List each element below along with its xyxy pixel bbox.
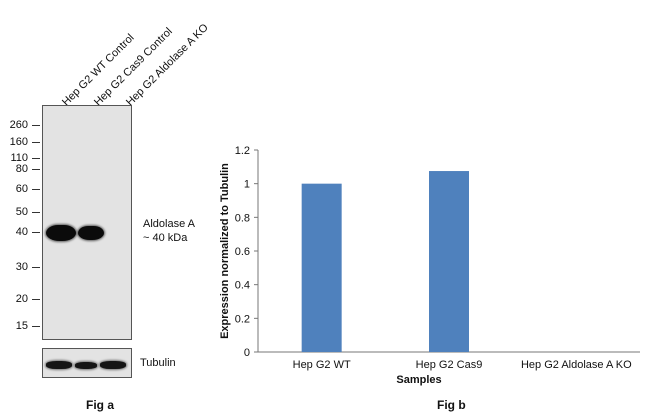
mw-tick — [32, 169, 40, 170]
mw-marker-110: 110 — [10, 152, 28, 164]
y-tick-label: 0 — [244, 347, 250, 359]
mw-marker-50: 50 — [15, 206, 28, 218]
mw-tick — [32, 326, 40, 327]
mw-marker-60: 60 — [15, 183, 28, 195]
mw-marker-30: 30 — [15, 261, 28, 273]
mw-tick — [32, 142, 40, 143]
mw-marker-160: 160 — [9, 136, 28, 148]
mw-marker-260: 260 — [9, 119, 28, 131]
mw-marker-20: 20 — [15, 293, 28, 305]
blot-membrane — [42, 105, 132, 340]
mw-tick — [32, 212, 40, 213]
mw-tick — [32, 158, 40, 159]
x-axis-title: Samples — [396, 374, 441, 386]
band-label-aldolase: Aldolase A — [143, 218, 195, 230]
x-tick-label: Hep G2 WT — [293, 359, 351, 371]
tubulin-band-cas9 — [75, 362, 97, 369]
tubulin-band-wt — [46, 361, 72, 369]
bar — [429, 171, 469, 352]
mw-tick — [32, 189, 40, 190]
mw-tick — [32, 232, 40, 233]
y-tick-label: 1 — [244, 179, 250, 191]
fig-b-caption: Fig b — [437, 398, 466, 412]
mw-tick — [32, 125, 40, 126]
band-label-kda: ~ 40 kDa — [143, 232, 188, 244]
bar — [301, 183, 342, 352]
tubulin-label: Tubulin — [140, 357, 176, 369]
y-tick-label: 0.6 — [235, 246, 250, 258]
mw-marker-40: 40 — [15, 226, 28, 238]
fig-a-caption: Fig a — [86, 398, 115, 412]
y-tick-label: 0.2 — [235, 313, 250, 325]
mw-marker-15: 15 — [15, 320, 28, 332]
mw-tick — [32, 267, 40, 268]
tubulin-band-ko — [100, 361, 126, 369]
y-tick-label: 0.4 — [235, 280, 250, 292]
aldolase-band-wt — [46, 225, 76, 241]
y-tick-label: 1.2 — [235, 145, 250, 157]
x-tick-label: Hep G2 Cas9 — [416, 359, 483, 371]
mw-tick — [32, 299, 40, 300]
y-tick-label: 0.8 — [235, 212, 250, 224]
aldolase-band-cas9 — [78, 226, 104, 240]
mw-marker-80: 80 — [15, 163, 28, 175]
x-tick-label: Hep G2 Aldolase A KO — [521, 359, 632, 371]
y-axis-title: Expression normalized to Tubulin — [219, 163, 231, 339]
